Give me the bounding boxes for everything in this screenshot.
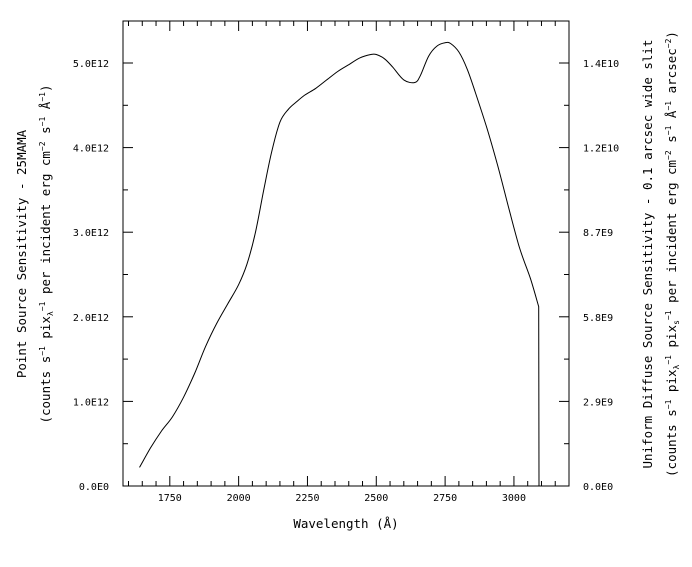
y-left-title-line1: Point Source Sensitivity - 25MAMA: [14, 129, 29, 378]
y-left-axis-title: Point Source Sensitivity - 25MAMA (count…: [14, 84, 55, 423]
y-right-tick-label: 1.4E10: [583, 59, 619, 70]
x-axis-ticks: 1750 2000 2250 2500 2750 3000: [128, 21, 556, 504]
x-tick-label: 3000: [502, 493, 526, 504]
y-left-tick-label: 4.0E12: [73, 144, 109, 155]
y-left-tick-label: 5.0E12: [73, 59, 109, 70]
x-axis-title: Wavelength (Å): [293, 516, 398, 531]
sensitivity-curve: [139, 41, 540, 487]
y-left-tick-label: 3.0E12: [73, 228, 109, 239]
y-right-title-line2: (counts s−1 pixλ−1 pixs−1 per incident e…: [664, 31, 681, 477]
y-right-axis-title: Uniform Diffuse Source Sensitivity - 0.1…: [640, 31, 681, 477]
y-left-tick-label: 0.0E0: [79, 482, 109, 493]
y-right-tick-label: 8.7E9: [583, 228, 613, 239]
y-right-tick-label: 2.9E9: [583, 397, 613, 408]
y-left-tick-label: 2.0E12: [73, 313, 109, 324]
x-tick-label: 2750: [433, 493, 457, 504]
y-left-axis-ticks: 0.0E0 1.0E12 2.0E12 3.0E12 4.0E12 5.0E12: [73, 59, 133, 493]
y-right-title-line1: Uniform Diffuse Source Sensitivity - 0.1…: [640, 40, 655, 469]
y-right-tick-label: 5.8E9: [583, 313, 613, 324]
x-tick-label: 2500: [364, 493, 388, 504]
y-right-tick-label: 0.0E0: [583, 482, 613, 493]
x-tick-label: 2250: [295, 493, 319, 504]
plot-frame: [122, 20, 570, 487]
y-right-tick-label: 1.2E10: [583, 144, 619, 155]
x-tick-label: 1750: [158, 493, 182, 504]
y-left-tick-label: 1.0E12: [73, 397, 109, 408]
y-right-axis-ticks: 0.0E0 2.9E9 5.8E9 8.7E9 1.2E10 1.4E10: [559, 59, 619, 493]
x-tick-label: 2000: [227, 493, 251, 504]
y-left-title-line2: (counts s−1 pixλ−1 per incident erg cm−2…: [38, 84, 55, 423]
